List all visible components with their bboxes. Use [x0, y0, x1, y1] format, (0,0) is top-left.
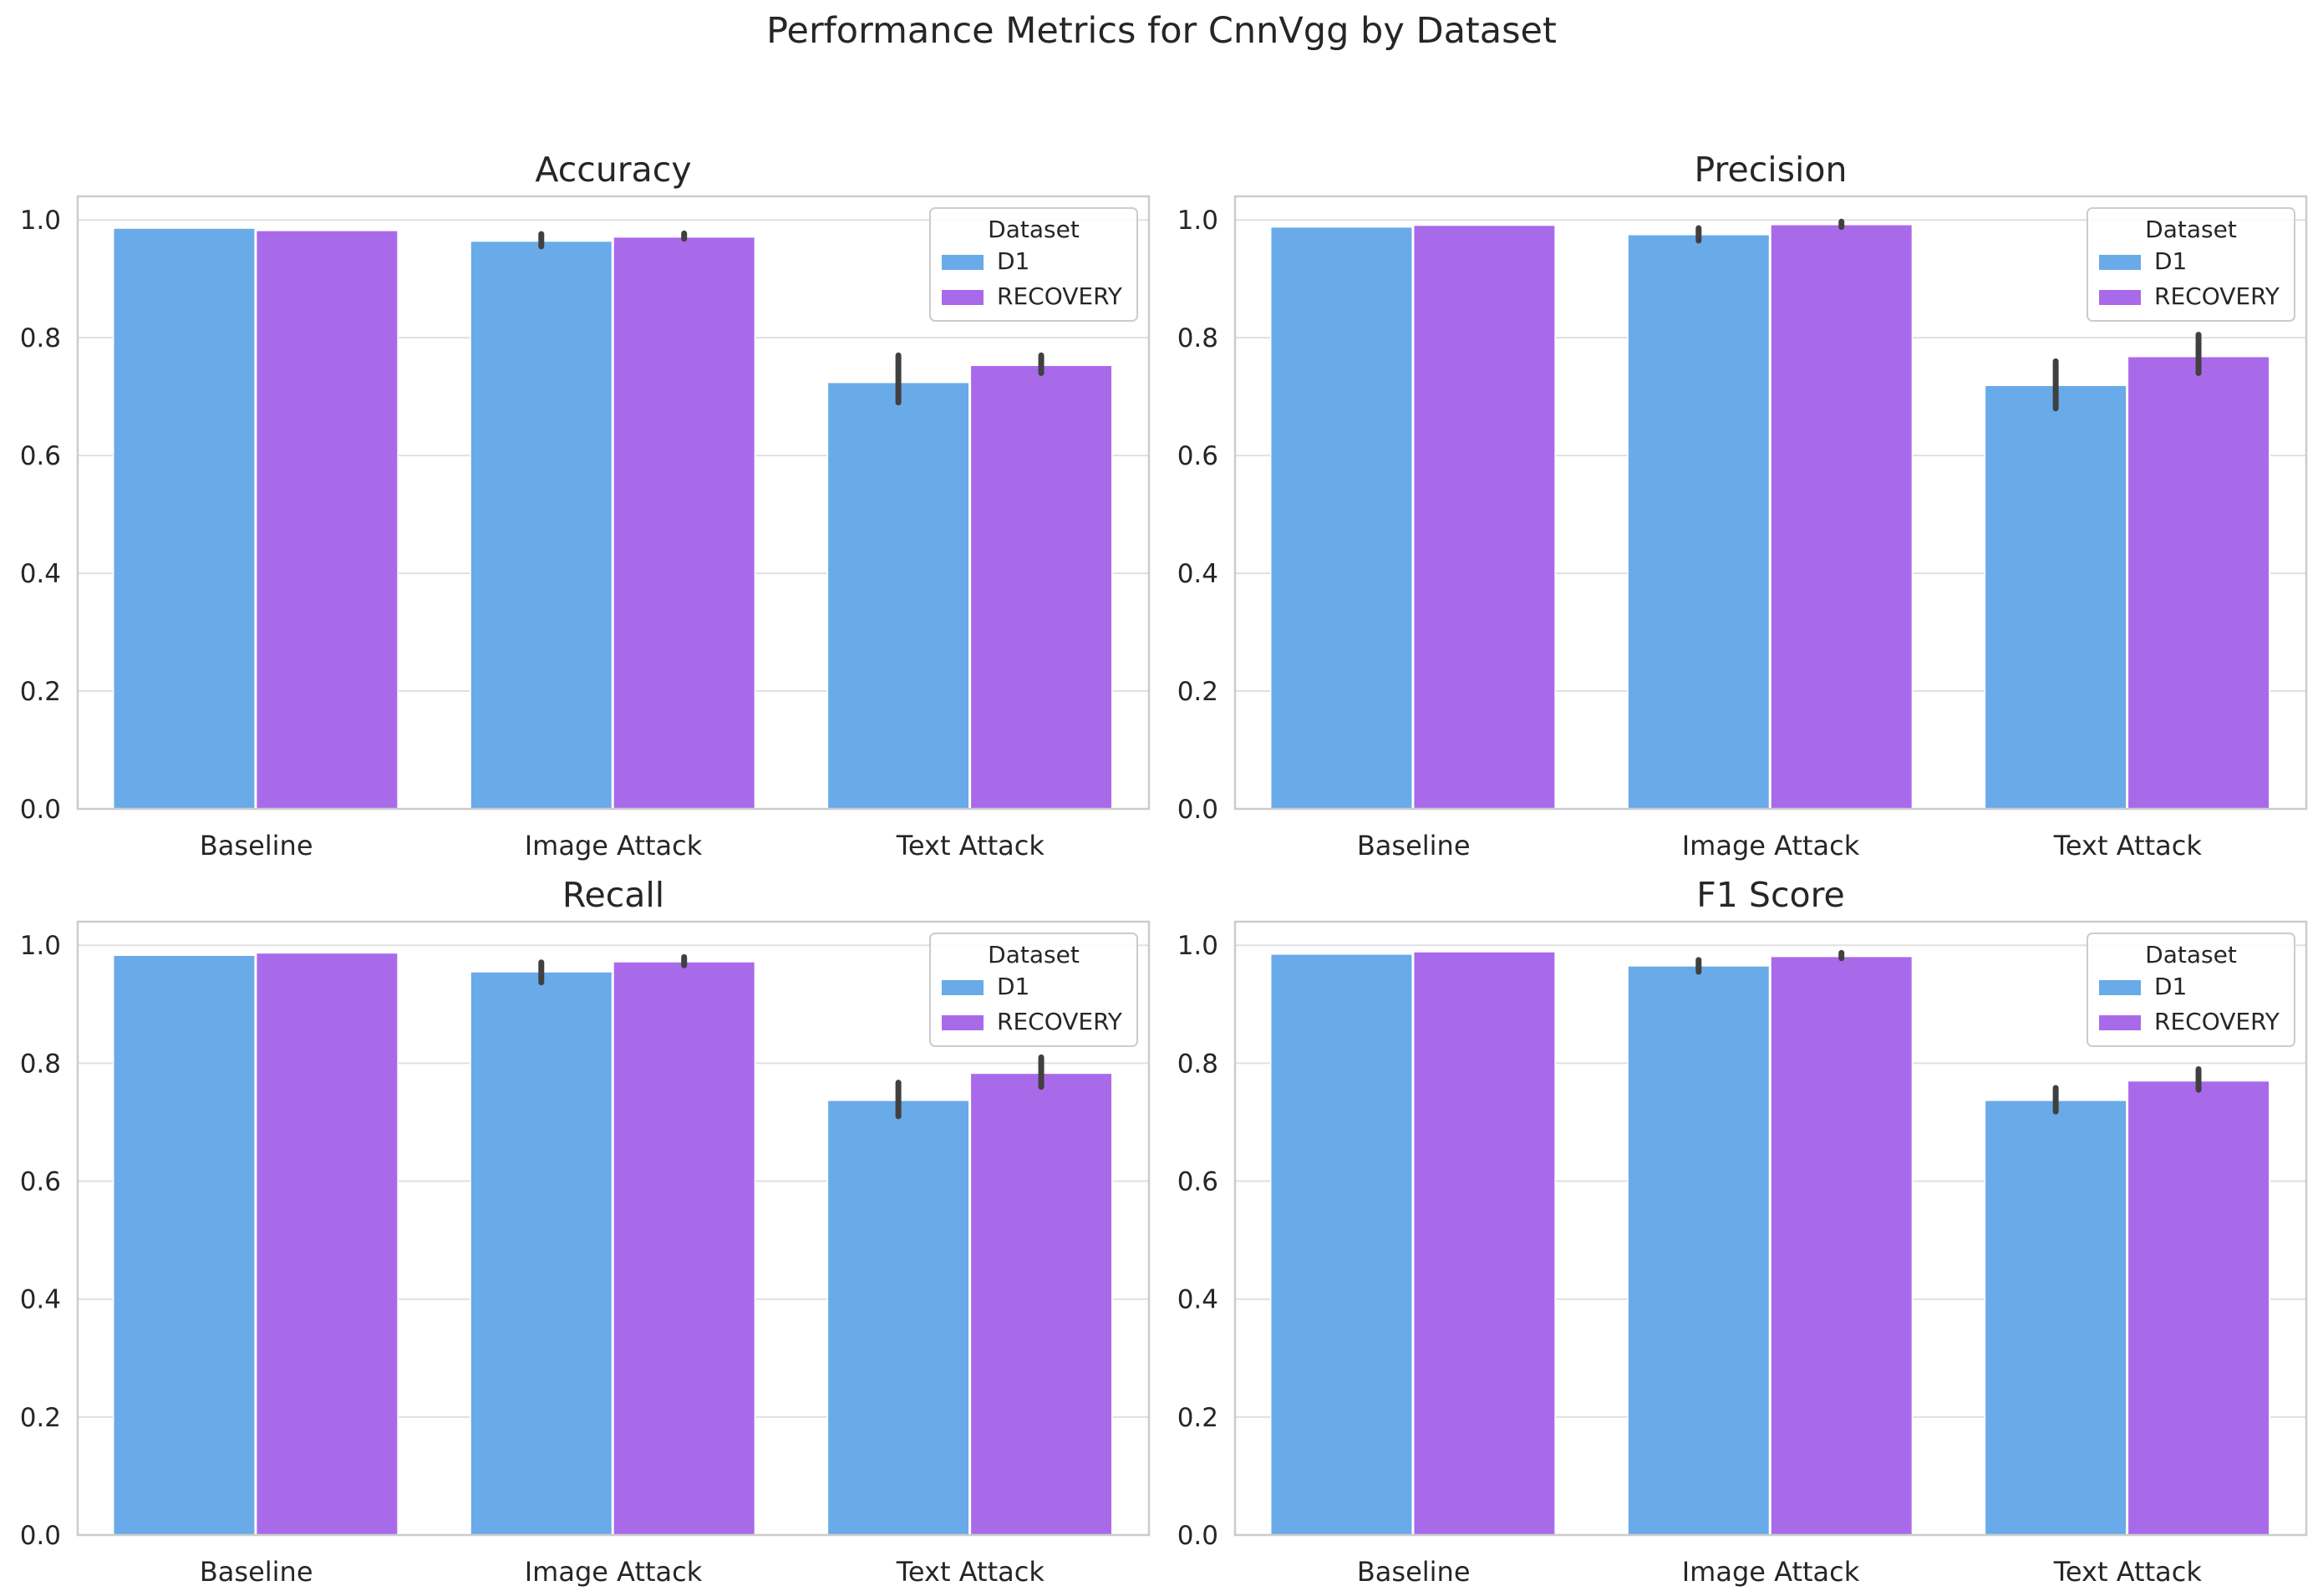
axes-frame: [76, 195, 1151, 811]
subplot-title: Precision: [1695, 150, 1848, 190]
bar-d1: [1627, 965, 1771, 1536]
legend-swatch-d1: [2099, 255, 2141, 270]
legend-swatch-d1: [942, 980, 984, 995]
legend-label: D1: [997, 973, 1029, 1000]
bar-d1: [1269, 226, 1413, 810]
y-tick-label: 0.2: [20, 1403, 61, 1433]
legend: Dataset D1 RECOVERY: [2087, 207, 2295, 322]
legend-swatch-d1: [2099, 980, 2141, 995]
x-tick-label: Text Attack: [2053, 830, 2203, 862]
y-tick-label: 1.0: [1177, 206, 1218, 236]
bar-d1: [470, 971, 613, 1536]
subplot-title: Accuracy: [535, 150, 691, 190]
bar-d1: [470, 240, 613, 810]
legend-swatch-recovery: [942, 1015, 984, 1030]
bar-recovery: [2127, 1080, 2270, 1536]
y-tick-label: 0.6: [1177, 1167, 1218, 1197]
y-tick-label: 0.0: [20, 1521, 61, 1551]
subplot-recall: 0.0 0.2 0.4 0.6 0.8 1.0 Baseline Image Attack Te…: [20, 875, 1151, 1588]
bar-d1: [1627, 234, 1771, 810]
y-tick-label: 1.0: [1177, 931, 1218, 961]
y-tick-label: 0.0: [20, 795, 61, 825]
bar-d1: [112, 954, 256, 1536]
legend-title: Dataset: [988, 941, 1080, 968]
x-tick-label: Image Attack: [1682, 1556, 1860, 1588]
y-tick-label: 0.4: [1177, 559, 1218, 589]
bar-d1: [1984, 1100, 2127, 1536]
legend-label: D1: [2154, 247, 2187, 275]
bar-recovery: [969, 1072, 1113, 1536]
y-tick-label: 0.4: [20, 1285, 61, 1315]
legend-title: Dataset: [2145, 216, 2237, 243]
legend-swatch-recovery: [942, 290, 984, 305]
legend-swatch-recovery: [2099, 290, 2141, 305]
subplot-accuracy: 0.0 0.2 0.4 0.6 0.8 1.0 Baseline Image Attack Te…: [20, 150, 1151, 862]
subplot-f1-score: 0.0 0.2 0.4 0.6 0.8 1.0 Baseline Image Attack Te…: [1177, 875, 2308, 1588]
y-tick-label: 0.4: [20, 559, 61, 589]
y-tick-label: 0.2: [1177, 677, 1218, 707]
bar-d1: [1269, 953, 1413, 1536]
y-tick-label: 0.2: [1177, 1403, 1218, 1433]
legend-label: RECOVERY: [2154, 1008, 2280, 1035]
figure-title: Performance Metrics for CnnVgg by Datase…: [766, 10, 1557, 52]
axes-frame: [1233, 195, 2308, 811]
x-tick-label: Baseline: [200, 1556, 313, 1588]
y-tick-label: 0.8: [20, 323, 61, 353]
axes-frame: [76, 920, 1151, 1537]
y-tick-label: 0.8: [1177, 1049, 1218, 1079]
legend: Dataset D1 RECOVERY: [929, 933, 1138, 1047]
legend-title: Dataset: [988, 216, 1080, 243]
y-tick-label: 1.0: [20, 931, 61, 961]
legend-label: RECOVERY: [997, 282, 1123, 310]
legend-label: RECOVERY: [2154, 282, 2280, 310]
subplot-precision: 0.0 0.2 0.4 0.6 0.8 1.0 Baseline Image Attack Te…: [1177, 150, 2308, 862]
bar-d1: [826, 1100, 970, 1536]
bar-recovery: [2127, 355, 2270, 810]
y-tick-label: 0.8: [1177, 323, 1218, 353]
legend-swatch-d1: [942, 255, 984, 270]
legend-swatch-recovery: [2099, 1015, 2141, 1030]
bar-recovery: [613, 236, 756, 810]
x-tick-label: Image Attack: [1682, 830, 1860, 862]
bar-recovery: [1770, 955, 1914, 1536]
x-tick-label: Baseline: [1357, 830, 1471, 862]
legend-label: D1: [2154, 973, 2187, 1000]
bar-recovery: [613, 961, 756, 1536]
axes-frame: [1233, 920, 2308, 1537]
y-tick-label: 0.0: [1177, 1521, 1218, 1551]
legend: Dataset D1 RECOVERY: [2087, 933, 2295, 1047]
legend-title: Dataset: [2145, 941, 2237, 968]
y-tick-label: 0.6: [1177, 441, 1218, 471]
bar-recovery: [1412, 951, 1556, 1536]
y-tick-label: 0.4: [1177, 1285, 1218, 1315]
subplot-grid: 0.0 0.2 0.4 0.6 0.8 1.0 Baseline Image Attack Te…: [20, 150, 2308, 1588]
bar-recovery: [1412, 224, 1556, 810]
x-tick-label: Image Attack: [525, 1556, 703, 1588]
y-tick-label: 1.0: [20, 206, 61, 236]
x-tick-label: Baseline: [200, 830, 313, 862]
y-tick-label: 0.8: [20, 1049, 61, 1079]
legend-label: RECOVERY: [997, 1008, 1123, 1035]
bar-recovery: [1770, 224, 1914, 810]
x-tick-label: Text Attack: [896, 1556, 1045, 1588]
y-tick-label: 0.2: [20, 677, 61, 707]
subplot-title: F1 Score: [1696, 875, 1845, 915]
legend-label: D1: [997, 247, 1029, 275]
x-tick-label: Text Attack: [2053, 1556, 2203, 1588]
bar-recovery: [969, 364, 1113, 810]
x-tick-label: Text Attack: [896, 830, 1045, 862]
bar-d1: [1984, 384, 2127, 810]
bar-recovery: [255, 952, 399, 1536]
y-tick-label: 0.6: [20, 441, 61, 471]
x-tick-label: Image Attack: [525, 830, 703, 862]
bar-d1: [112, 227, 256, 810]
bar-d1: [826, 381, 970, 810]
y-tick-label: 0.0: [1177, 795, 1218, 825]
subplot-title: Recall: [562, 875, 664, 915]
y-tick-label: 0.6: [20, 1167, 61, 1197]
bar-recovery: [255, 230, 399, 810]
legend: Dataset D1 RECOVERY: [929, 207, 1138, 322]
x-tick-label: Baseline: [1357, 1556, 1471, 1588]
